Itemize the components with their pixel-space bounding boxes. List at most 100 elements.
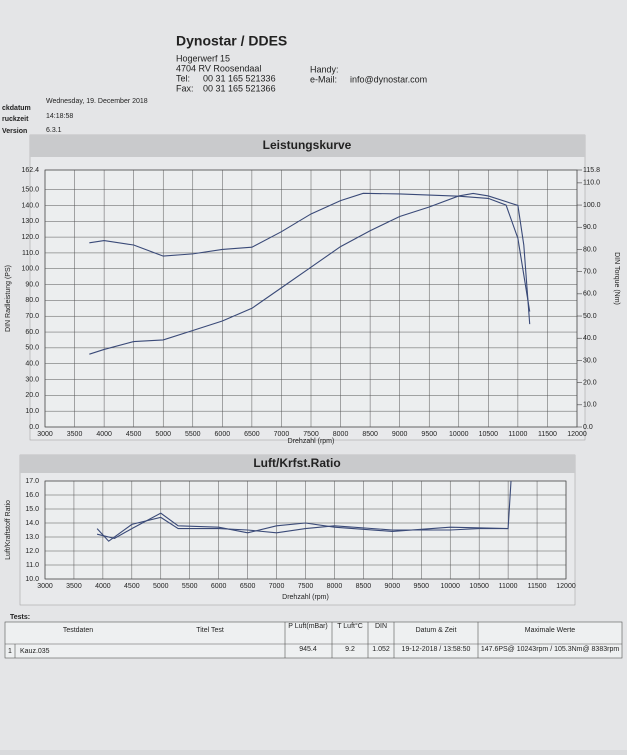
y-tick-label: 12.0 bbox=[25, 548, 39, 555]
x-tick-label: 10000 bbox=[440, 583, 460, 590]
y-tick-label: 80.0 bbox=[25, 297, 39, 304]
meta-value: 6.3.1 bbox=[46, 127, 62, 134]
y2-tick-label: 20.0 bbox=[583, 379, 597, 386]
x-tick-label: 3000 bbox=[37, 431, 53, 438]
y2-tick-label: 115.8 bbox=[583, 167, 600, 174]
table-header: T Luft°C bbox=[337, 622, 363, 630]
chart-title: Leistungskurve bbox=[263, 138, 352, 152]
y-tick-label: 13.0 bbox=[25, 534, 39, 541]
x-tick-label: 7000 bbox=[274, 431, 290, 438]
table-cell: Kauz.035 bbox=[20, 648, 50, 655]
tel: 00 31 165 521336 bbox=[203, 73, 276, 83]
x-tick-label: 3500 bbox=[66, 583, 82, 590]
meta-label: ruckzeit bbox=[2, 116, 29, 123]
y-tick-label: 11.0 bbox=[26, 562, 39, 569]
email-label: e-Mail: bbox=[310, 74, 337, 84]
x-tick-label: 9000 bbox=[392, 431, 408, 438]
table-header: DIN bbox=[375, 623, 387, 630]
y-tick-label: 16.0 bbox=[25, 492, 39, 499]
y2-tick-label: 40.0 bbox=[583, 335, 597, 342]
table bbox=[4, 621, 623, 659]
table-border bbox=[4, 621, 623, 659]
y-tick-label: 14.0 bbox=[25, 520, 39, 527]
y-tick-label: 162.4 bbox=[21, 167, 39, 174]
table-header: Testdaten bbox=[63, 627, 93, 634]
chart-title-bar bbox=[30, 135, 585, 157]
y2-tick-label: 0.0 bbox=[583, 424, 593, 431]
meta-value: Wednesday, 19. December 2018 bbox=[46, 98, 148, 105]
x-tick-label: 8000 bbox=[327, 583, 343, 590]
table-cell: 1 bbox=[8, 648, 12, 655]
y-tick-label: 150.0 bbox=[21, 186, 39, 193]
x-tick-label: 9000 bbox=[385, 583, 401, 590]
fax: 00 31 165 521366 bbox=[203, 83, 276, 93]
y-axis-label: DIN Radleistung (PS) bbox=[5, 265, 12, 332]
table-caption: Tests: bbox=[10, 614, 30, 621]
y2-tick-label: 50.0 bbox=[583, 313, 597, 320]
x-tick-label: 10000 bbox=[449, 431, 469, 438]
y-tick-label: 10.0 bbox=[25, 576, 39, 583]
y-tick-label: 100.0 bbox=[21, 266, 39, 273]
x-tick-label: 11000 bbox=[508, 431, 527, 438]
x-axis-label: Drehzahl (rpm) bbox=[282, 594, 329, 601]
y2-tick-label: 70.0 bbox=[583, 268, 597, 275]
handy: Handy: bbox=[310, 64, 339, 74]
y-tick-label: 120.0 bbox=[21, 234, 39, 241]
x-tick-label: 6000 bbox=[215, 431, 231, 438]
x-tick-label: 4000 bbox=[95, 583, 111, 590]
meta-label: ckdatum bbox=[2, 105, 31, 112]
x-tick-label: 5000 bbox=[155, 431, 171, 438]
x-tick-label: 5500 bbox=[182, 583, 198, 590]
y-tick-label: 110.0 bbox=[22, 250, 39, 257]
y2-axis-label: DIN Torque (Nm) bbox=[613, 252, 620, 305]
y2-tick-label: 100.0 bbox=[583, 202, 601, 209]
y-tick-label: 40.0 bbox=[25, 361, 39, 368]
x-tick-label: 11500 bbox=[538, 431, 557, 438]
chart-title: Luft/Krfst.Ratio bbox=[253, 456, 340, 470]
table-cell: 147.6PS@ 10243rpm / 105.3Nm@ 8383rpm bbox=[481, 646, 620, 653]
x-tick-label: 11000 bbox=[499, 583, 518, 590]
company: Dynostar / DDES bbox=[176, 33, 287, 49]
y-tick-label: 10.0 bbox=[25, 408, 39, 415]
y-tick-label: 50.0 bbox=[25, 345, 39, 352]
y-tick-label: 0.0 bbox=[29, 424, 39, 431]
y-tick-label: 30.0 bbox=[25, 376, 39, 383]
y-tick-label: 140.0 bbox=[21, 202, 39, 209]
x-tick-label: 6500 bbox=[244, 431, 260, 438]
x-axis-label: Drehzahl (rpm) bbox=[288, 438, 335, 445]
tel-label: Tel: bbox=[176, 73, 190, 83]
data-line bbox=[89, 192, 531, 312]
x-tick-label: 5500 bbox=[185, 431, 201, 438]
y-axis-label: Luft/Kraftstoff Ratio bbox=[5, 500, 12, 560]
x-tick-label: 7500 bbox=[303, 431, 319, 438]
x-tick-label: 9500 bbox=[421, 431, 437, 438]
table-header: Maximale Werte bbox=[525, 627, 576, 634]
table-cell: 945.4 bbox=[299, 646, 317, 653]
x-tick-label: 12000 bbox=[556, 583, 576, 590]
x-tick-label: 8000 bbox=[333, 431, 349, 438]
city: 4704 RV Roosendaal bbox=[176, 63, 261, 73]
x-tick-label: 4000 bbox=[96, 431, 112, 438]
x-tick-label: 4500 bbox=[126, 431, 142, 438]
x-tick-label: 11500 bbox=[528, 583, 547, 590]
chart-title-bar bbox=[20, 455, 575, 473]
table-header: P Luft(mBar) bbox=[288, 623, 328, 630]
y-tick-label: 70.0 bbox=[25, 313, 39, 320]
x-tick-label: 6500 bbox=[240, 583, 256, 590]
meta-label: Version bbox=[2, 128, 27, 135]
table-header: Datum & Zeit bbox=[416, 627, 457, 634]
table-header: Titel Test bbox=[196, 627, 224, 634]
y-tick-label: 20.0 bbox=[25, 392, 39, 399]
y2-tick-label: 110.0 bbox=[583, 180, 600, 187]
y2-tick-label: 80.0 bbox=[583, 246, 597, 253]
data-line bbox=[89, 192, 531, 355]
table-cell: 19-12-2018 / 13:58:50 bbox=[402, 646, 471, 653]
x-tick-label: 6000 bbox=[211, 583, 227, 590]
y2-tick-label: 10.0 bbox=[583, 402, 597, 409]
y2-tick-label: 60.0 bbox=[583, 291, 597, 298]
x-tick-label: 7500 bbox=[298, 583, 314, 590]
fax-label: Fax: bbox=[176, 83, 194, 93]
y2-tick-label: 30.0 bbox=[583, 357, 597, 364]
x-tick-label: 3000 bbox=[37, 583, 53, 590]
